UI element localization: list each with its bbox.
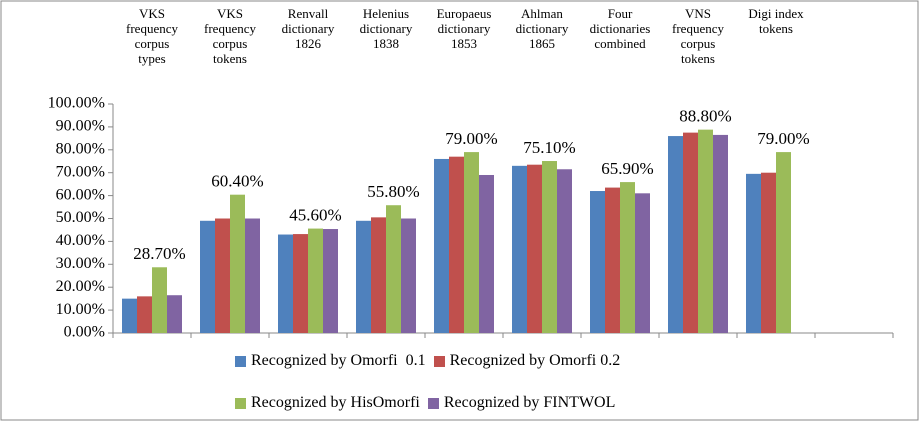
bar: [635, 193, 650, 333]
x-tick-label: Europaeus dictionary 1853: [436, 6, 492, 51]
x-tick-label: Helenius dictionary 1838: [359, 6, 413, 51]
data-label: 28.70%: [133, 244, 185, 263]
bar: [479, 174, 494, 333]
legend-label: Recognized by Omorfi 0.2: [449, 352, 621, 369]
legend-item: Recognized by FINTWOL: [427, 394, 616, 412]
bar: [512, 165, 527, 333]
bar: [401, 218, 416, 333]
data-label: 60.40%: [211, 172, 263, 191]
bar: [620, 182, 635, 333]
bar: [761, 172, 776, 333]
legend-swatch: [427, 397, 439, 409]
bar: [713, 134, 728, 333]
bar: [356, 220, 371, 333]
bar: [215, 218, 230, 333]
y-tick-label: 100.00%: [48, 95, 105, 112]
bar: [308, 228, 323, 333]
data-label: 75.10%: [523, 138, 575, 157]
bar: [386, 205, 401, 333]
y-tick-label: 50.00%: [56, 209, 105, 226]
x-tick-label: VNS frequency corpus tokens: [672, 6, 724, 66]
legend-label: Recognized by HisOmorfi: [251, 394, 420, 411]
data-label: 79.00%: [757, 129, 809, 148]
data-label: 55.80%: [367, 182, 419, 201]
bar: [746, 173, 761, 333]
y-tick-label: 80.00%: [56, 140, 105, 157]
legend-item: Recognized by Omorfi 0.2: [433, 352, 621, 370]
data-label: 45.60%: [289, 205, 341, 224]
y-tick-label: 60.00%: [56, 186, 105, 203]
bar: [230, 194, 245, 333]
y-tick-label: 90.00%: [56, 118, 105, 135]
legend-label: Recognized by FINTWOL: [443, 394, 616, 411]
x-tick-label: Four dictionaries combined: [589, 6, 651, 51]
bar: [245, 218, 260, 333]
bar: [668, 136, 683, 333]
legend-swatch: [433, 355, 445, 367]
bar: [152, 267, 167, 333]
y-tick-label: 0.00%: [64, 324, 105, 341]
bar: [278, 234, 293, 333]
data-label: 79.00%: [445, 129, 497, 148]
x-tick-label: VKS frequency corpus tokens: [204, 6, 256, 66]
bar: [542, 161, 557, 333]
y-tick-label: 20.00%: [56, 278, 105, 295]
bar: [371, 217, 386, 333]
bar: [776, 152, 791, 333]
bar: [122, 298, 137, 333]
y-tick-label: 40.00%: [56, 232, 105, 249]
bar: [323, 229, 338, 333]
x-tick-label: Renvall dictionary 1826: [281, 6, 335, 51]
x-tick-label: Digi index tokens: [748, 6, 804, 36]
x-tick-label: VKS frequency corpus types: [126, 6, 178, 66]
legend-item: Recognized by HisOmorfi: [235, 394, 420, 412]
legend-item: Recognized by Omorfi 0.1: [235, 352, 426, 370]
y-tick-label: 30.00%: [56, 255, 105, 272]
bar: [605, 187, 620, 333]
bar: [449, 156, 464, 333]
x-tick-label: Ahlman dictionary 1865: [515, 6, 569, 51]
y-tick-label: 70.00%: [56, 163, 105, 180]
bar: [167, 295, 182, 333]
legend-swatch: [235, 355, 246, 367]
legend-label: Recognized by Omorfi 0.1: [251, 352, 426, 369]
bar: [137, 296, 152, 333]
bar: [293, 234, 308, 333]
bar: [527, 164, 542, 333]
bar: [590, 191, 605, 333]
y-tick-label: 10.00%: [56, 301, 105, 318]
bar: [698, 129, 713, 333]
bar: [464, 152, 479, 333]
bar: [434, 158, 449, 333]
bar: [200, 220, 215, 333]
bar: [683, 132, 698, 333]
data-label: 65.90%: [601, 159, 653, 178]
bar: [557, 169, 572, 333]
legend: Recognized by Omorfi 0.1 Recognized by Om…: [235, 352, 715, 421]
legend-swatch: [235, 397, 246, 409]
data-label: 88.80%: [679, 107, 731, 126]
